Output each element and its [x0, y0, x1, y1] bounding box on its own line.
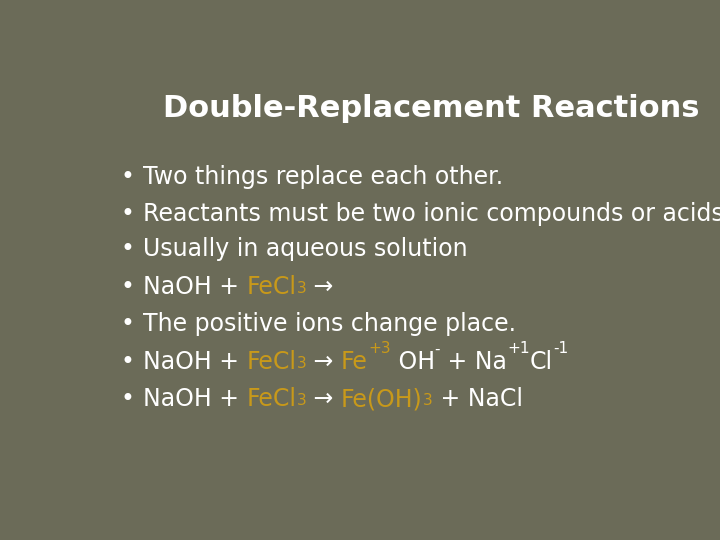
- Text: NaOH +: NaOH +: [143, 275, 246, 299]
- Text: →: →: [306, 349, 341, 374]
- Text: FeCl: FeCl: [246, 349, 297, 374]
- Text: •: •: [121, 165, 135, 188]
- Text: +3: +3: [368, 341, 390, 356]
- Text: + Na: + Na: [440, 349, 507, 374]
- Text: -1: -1: [553, 341, 568, 356]
- Text: OH: OH: [390, 349, 435, 374]
- Text: →: →: [306, 387, 341, 411]
- Text: Cl: Cl: [530, 349, 553, 374]
- Text: 3: 3: [297, 281, 306, 296]
- Text: Two things replace each other.: Two things replace each other.: [143, 165, 503, 188]
- Text: •: •: [121, 387, 135, 411]
- Text: FeCl: FeCl: [246, 275, 297, 299]
- Text: FeCl: FeCl: [246, 387, 297, 411]
- Text: 3: 3: [297, 393, 306, 408]
- Text: Usually in aqueous solution: Usually in aqueous solution: [143, 238, 467, 261]
- Text: •: •: [121, 312, 135, 336]
- Text: •: •: [121, 275, 135, 299]
- Text: Reactants must be two ionic compounds or acids.: Reactants must be two ionic compounds or…: [143, 202, 720, 226]
- Text: 3: 3: [297, 356, 306, 371]
- Text: •: •: [121, 202, 135, 226]
- Text: •: •: [121, 349, 135, 374]
- Text: NaOH +: NaOH +: [143, 349, 246, 374]
- Text: -: -: [435, 341, 440, 356]
- Text: Fe: Fe: [341, 349, 368, 374]
- Text: Fe(OH): Fe(OH): [341, 387, 423, 411]
- Text: NaOH +: NaOH +: [143, 387, 246, 411]
- Text: Double-Replacement Reactions: Double-Replacement Reactions: [163, 94, 699, 123]
- Text: + NaCl: + NaCl: [433, 387, 523, 411]
- Text: The positive ions change place.: The positive ions change place.: [143, 312, 516, 336]
- Text: 3: 3: [423, 393, 433, 408]
- Text: +1: +1: [507, 341, 530, 356]
- Text: •: •: [121, 238, 135, 261]
- Text: →: →: [306, 275, 333, 299]
